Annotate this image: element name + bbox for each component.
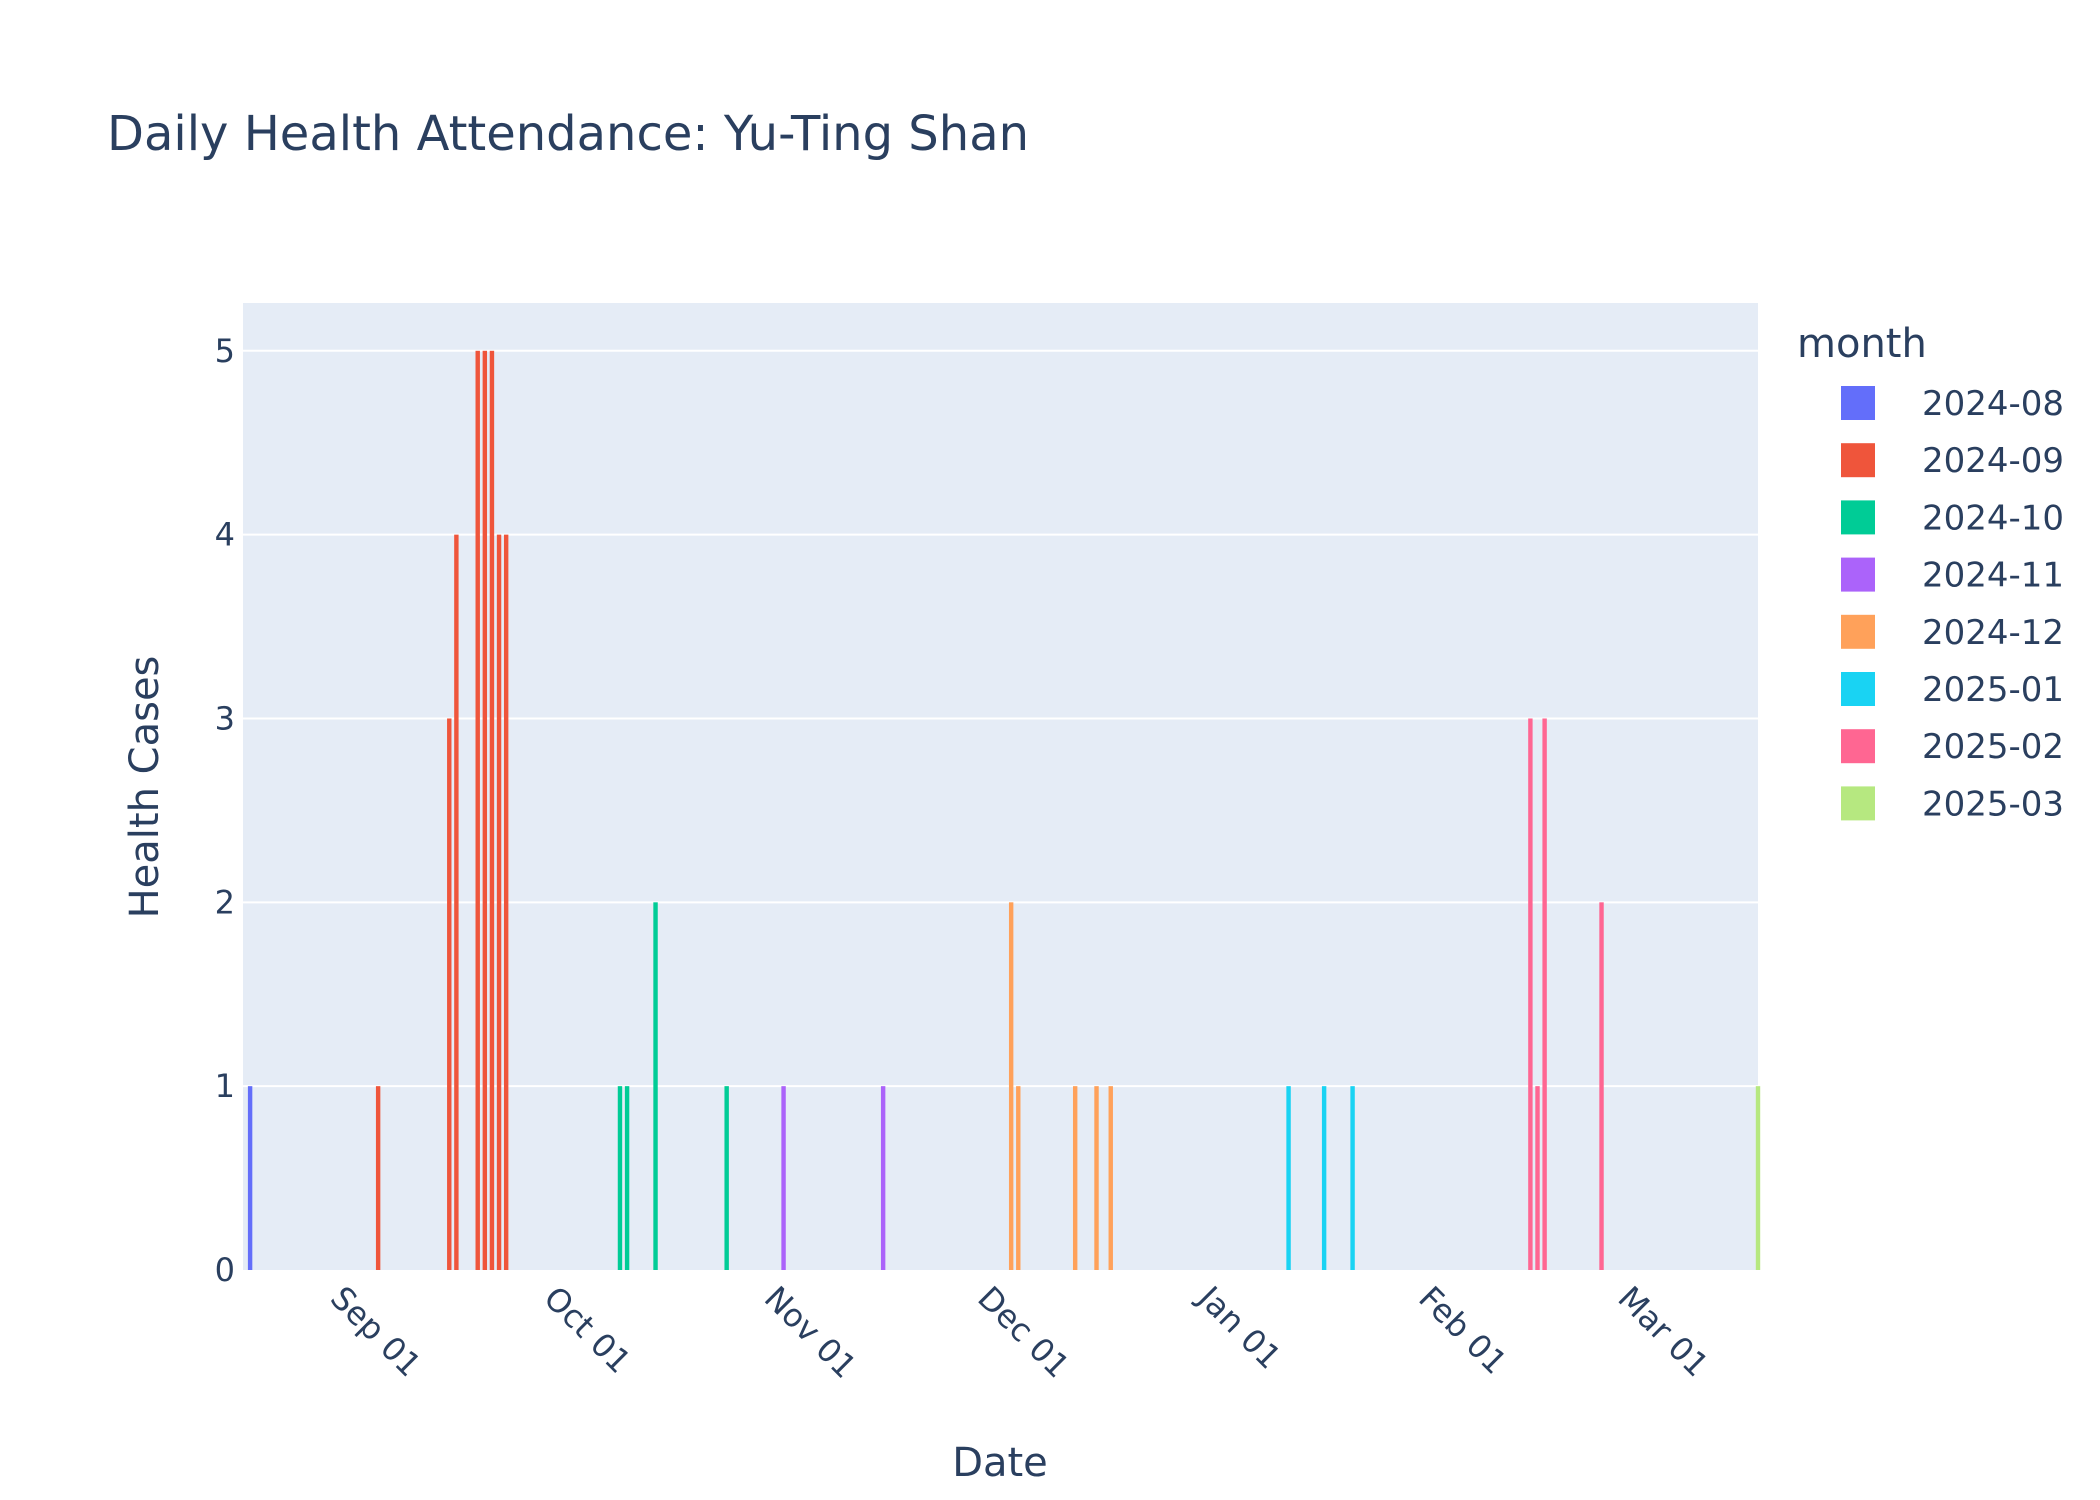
y-tick-label: 2 xyxy=(215,883,235,921)
y-tick-label: 3 xyxy=(215,699,235,737)
bar xyxy=(1350,1086,1355,1270)
legend-entry[interactable]: 2024-10 xyxy=(1922,498,2064,538)
y-axis-title: Health Cases xyxy=(122,656,168,919)
chart-title: Daily Health Attendance: Yu-Ting Shan xyxy=(107,106,1029,162)
legend: month 2024-08 2024-09 2024-10 2024-11 2024-1… xyxy=(1797,321,2064,824)
x-tick-label: Sep 01 xyxy=(323,1279,429,1385)
bar xyxy=(781,1086,786,1270)
bar xyxy=(1321,1086,1327,1270)
bar xyxy=(1528,718,1533,1270)
legend-swatch xyxy=(1841,729,1875,764)
x-tick-label: Feb 01 xyxy=(1411,1279,1514,1382)
bar xyxy=(653,902,658,1270)
bar xyxy=(1535,1086,1540,1270)
legend-entry[interactable]: 2025-01 xyxy=(1922,670,2064,710)
legend-entry[interactable]: 2024-08 xyxy=(1922,384,2064,424)
bars xyxy=(247,350,1761,1271)
bar xyxy=(624,1086,630,1270)
x-tick-label: Oct 01 xyxy=(537,1279,639,1381)
legend-entry[interactable]: 2024-12 xyxy=(1922,613,2064,653)
legend-swatch xyxy=(1841,786,1875,821)
bar xyxy=(1542,718,1547,1270)
x-tick-label: Nov 01 xyxy=(757,1279,864,1386)
legend-entry[interactable]: 2024-09 xyxy=(1922,441,2064,481)
bar xyxy=(1008,902,1014,1270)
y-tick-label: 1 xyxy=(215,1067,235,1105)
x-tick-labels: Sep 01 Oct 01 Nov 01 Dec 01 Jan 01 Feb 01 Mar … xyxy=(323,1277,1716,1385)
bar xyxy=(475,350,480,1271)
bar xyxy=(724,1086,729,1270)
legend-swatch xyxy=(1841,386,1875,420)
x-tick-label: Jan 01 xyxy=(1189,1277,1288,1376)
legend-swatch xyxy=(1841,672,1875,706)
x-tick-label: Dec 01 xyxy=(970,1279,1077,1386)
legend-entry[interactable]: 2025-02 xyxy=(1922,727,2064,767)
bar xyxy=(1072,1086,1078,1270)
bar xyxy=(880,1086,886,1270)
legend-entry[interactable]: 2025-03 xyxy=(1922,784,2064,824)
legend-swatch xyxy=(1841,557,1875,592)
bar xyxy=(1286,1086,1291,1270)
bar xyxy=(1094,1086,1099,1270)
gridlines xyxy=(243,349,1758,1088)
legend-swatch xyxy=(1841,500,1875,535)
legend-entry[interactable]: 2024-11 xyxy=(1922,556,2064,596)
bar xyxy=(503,534,509,1270)
bar xyxy=(1016,1086,1021,1270)
bar xyxy=(489,350,495,1271)
plot-area xyxy=(243,303,1758,1270)
y-tick-label: 0 xyxy=(215,1251,235,1289)
bar xyxy=(247,1086,253,1270)
bar xyxy=(454,534,459,1270)
x-tick-label: Mar 01 xyxy=(1611,1279,1717,1385)
bar xyxy=(1755,1086,1761,1270)
bar xyxy=(496,534,502,1270)
legend-title: month xyxy=(1797,321,1927,367)
bar xyxy=(1108,1086,1113,1270)
bar xyxy=(447,718,452,1270)
bar xyxy=(482,350,488,1271)
legend-swatch xyxy=(1841,614,1875,649)
legend-swatch xyxy=(1841,443,1875,478)
x-axis-title: Date xyxy=(952,1440,1048,1486)
y-tick-label: 5 xyxy=(215,332,235,370)
bar xyxy=(617,1086,623,1270)
y-tick-labels: 0 1 2 3 4 5 xyxy=(215,332,235,1289)
bar xyxy=(375,1086,381,1270)
bar xyxy=(1599,902,1604,1270)
y-tick-label: 4 xyxy=(215,516,235,554)
